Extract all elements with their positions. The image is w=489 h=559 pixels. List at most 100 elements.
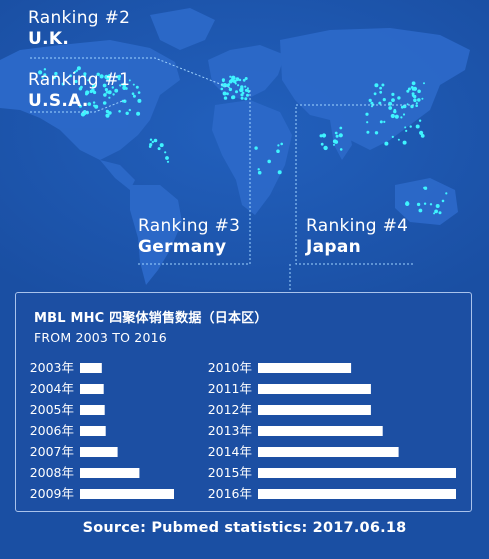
map-dot (73, 70, 77, 74)
map-dot (381, 83, 385, 87)
map-dot (374, 131, 379, 135)
map-dot (415, 102, 418, 105)
map-dot (79, 104, 82, 108)
map-dot (257, 170, 262, 175)
map-dot (118, 110, 121, 113)
map-dot (366, 130, 370, 134)
map-dot (370, 105, 374, 108)
category-label: 2009年 (30, 486, 74, 501)
map-dot (319, 134, 323, 138)
category-label: 2007年 (30, 444, 74, 459)
map-dot (75, 69, 79, 72)
map-dot (244, 77, 248, 80)
map-dot (135, 85, 139, 89)
map-dot (112, 93, 115, 96)
map-dot (339, 148, 343, 151)
map-dot (246, 87, 249, 90)
category-label: 2015年 (208, 465, 252, 480)
bar (258, 489, 456, 499)
map-dot (388, 106, 393, 110)
map-dot (220, 87, 224, 91)
bar (80, 363, 102, 373)
map-dot (445, 192, 448, 195)
chart-subtitle: FROM 2003 TO 2016 (34, 330, 167, 345)
map-dot (131, 92, 135, 95)
map-dot (54, 71, 58, 76)
map-dot (122, 85, 127, 90)
map-dot (103, 93, 107, 97)
map-dot (407, 87, 411, 91)
map-dot (222, 79, 225, 83)
africa (212, 100, 292, 215)
bar (80, 468, 140, 478)
map-dot (418, 119, 422, 122)
map-dot (43, 73, 47, 77)
central-america (100, 160, 135, 190)
map-dot (323, 145, 328, 151)
map-dot (405, 129, 408, 132)
category-label: 2003年 (30, 360, 74, 375)
category-label: 2013年 (208, 423, 252, 438)
map-dot (423, 202, 427, 205)
map-dot (321, 133, 327, 138)
map-dot (83, 74, 87, 78)
map-dot (373, 92, 377, 96)
map-dot (105, 91, 109, 94)
map-dot (235, 77, 240, 82)
map-dot (159, 143, 164, 148)
map-dot (374, 83, 379, 88)
map-dot (384, 141, 389, 146)
connector-uk (30, 57, 231, 89)
map-dot (391, 135, 394, 138)
connector-japan (295, 104, 414, 265)
source-note: Source: Pubmed statistics: 2017.06.18 (82, 520, 407, 536)
map-dot (235, 90, 238, 94)
map-dot (149, 138, 153, 141)
map-dot (149, 143, 153, 147)
bar (80, 405, 105, 415)
map-dot (122, 82, 127, 87)
map-dot (132, 94, 136, 98)
map-dot (419, 130, 424, 135)
ranking-2-label: Ranking #2 U.K. (28, 8, 131, 49)
category-label: 2014年 (208, 444, 252, 459)
ranking-1-label: Ranking #1 U.S.A. (28, 70, 131, 111)
map-dot (227, 83, 231, 86)
category-label: 2008年 (30, 465, 74, 480)
bar (258, 363, 352, 373)
map-dot (418, 208, 423, 213)
map-dot (83, 72, 87, 76)
map-dot (119, 84, 122, 87)
bar (80, 426, 106, 436)
map-dot (92, 101, 96, 104)
map-dot (391, 98, 395, 102)
map-dot (132, 83, 135, 86)
map-dot (390, 113, 395, 119)
map-dot (226, 92, 229, 96)
map-dot (43, 68, 47, 71)
map-dot (104, 88, 108, 92)
map-dot (121, 99, 125, 103)
bar (80, 447, 118, 457)
map-dot (108, 111, 112, 115)
map-dot (99, 74, 104, 79)
map-dot (231, 95, 235, 100)
map-dot (277, 170, 282, 175)
map-dot (41, 76, 44, 79)
chart-panel: MBL MHC 四聚体销售数据（日本区） FROM 2003 TO 2016 2… (15, 292, 472, 512)
category-label: 2010年 (208, 360, 252, 375)
connector-germany (138, 90, 251, 265)
map-dot (404, 126, 407, 129)
map-dot (280, 142, 284, 146)
map-dot (87, 79, 90, 82)
map-dot (137, 91, 141, 94)
map-dot (417, 98, 421, 102)
map-dot (244, 85, 247, 88)
map-dot (240, 87, 244, 91)
category-label: 2006年 (30, 423, 74, 438)
map-dot (379, 120, 383, 124)
map-dot (165, 156, 169, 160)
map-dot (166, 160, 170, 163)
map-dot (254, 146, 258, 150)
map-dot (228, 87, 233, 92)
